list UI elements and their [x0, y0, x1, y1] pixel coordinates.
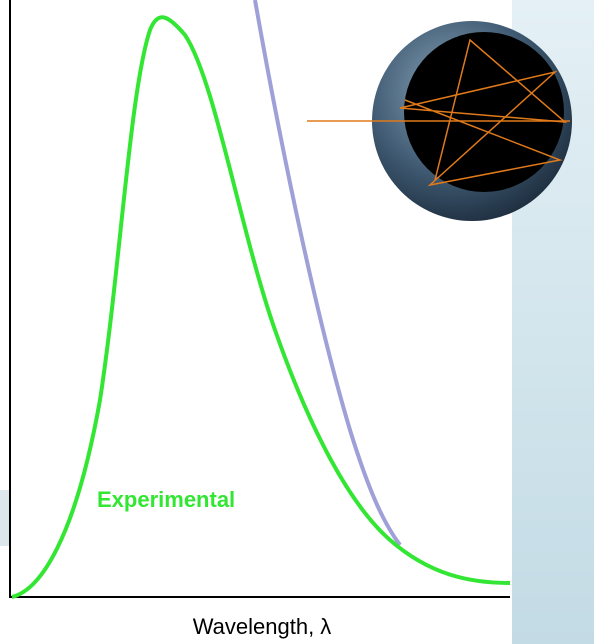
background-strip — [0, 490, 10, 546]
cavity — [307, 21, 572, 221]
cavity-interior — [404, 32, 564, 192]
experimental-curve — [11, 15, 511, 599]
curve-label: Experimental — [97, 487, 235, 512]
reflections — [399, 38, 568, 187]
classical-curve — [253, 0, 402, 547]
x-axis-label: Wavelength, λ — [193, 614, 332, 639]
